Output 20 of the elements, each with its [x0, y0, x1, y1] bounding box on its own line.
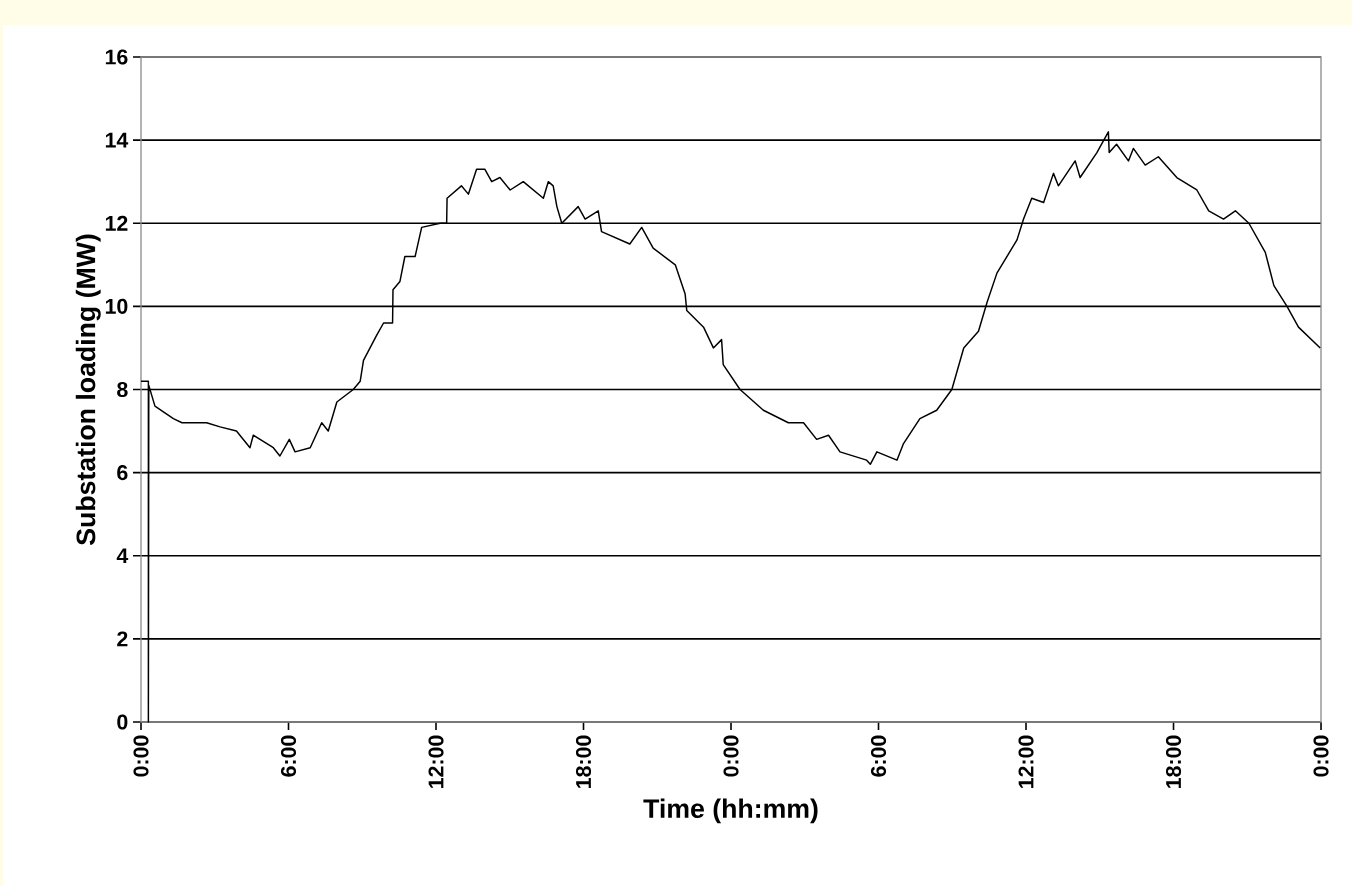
- y-tick-label: 12: [105, 215, 128, 231]
- y-tick-label: 0: [117, 714, 128, 730]
- y-tick-label: 16: [105, 49, 128, 65]
- y-tick-label: 14: [105, 132, 129, 148]
- x-tick-label: 12:00: [428, 735, 444, 788]
- x-tick-label: 6:00: [280, 735, 297, 777]
- y-tick-label: 10: [105, 298, 128, 314]
- y-axis-title: Substation loading (MW): [75, 234, 101, 545]
- y-tick-label: 6: [117, 465, 128, 481]
- y-tick-label: 2: [117, 631, 128, 647]
- x-tick-label: 0:00: [1313, 735, 1329, 777]
- x-tick-label: 12:00: [1018, 735, 1034, 788]
- x-tick-label: 6:00: [870, 735, 887, 777]
- x-tick-label: 0:00: [133, 735, 149, 777]
- x-tick-label: 18:00: [575, 735, 592, 788]
- x-axis-title: Time (hh:mm): [643, 798, 818, 824]
- y-tick-label: 8: [117, 381, 128, 398]
- x-tick-label: 18:00: [1165, 735, 1182, 788]
- y-tick-label: 4: [116, 548, 129, 564]
- x-tick-label: 0:00: [723, 735, 739, 777]
